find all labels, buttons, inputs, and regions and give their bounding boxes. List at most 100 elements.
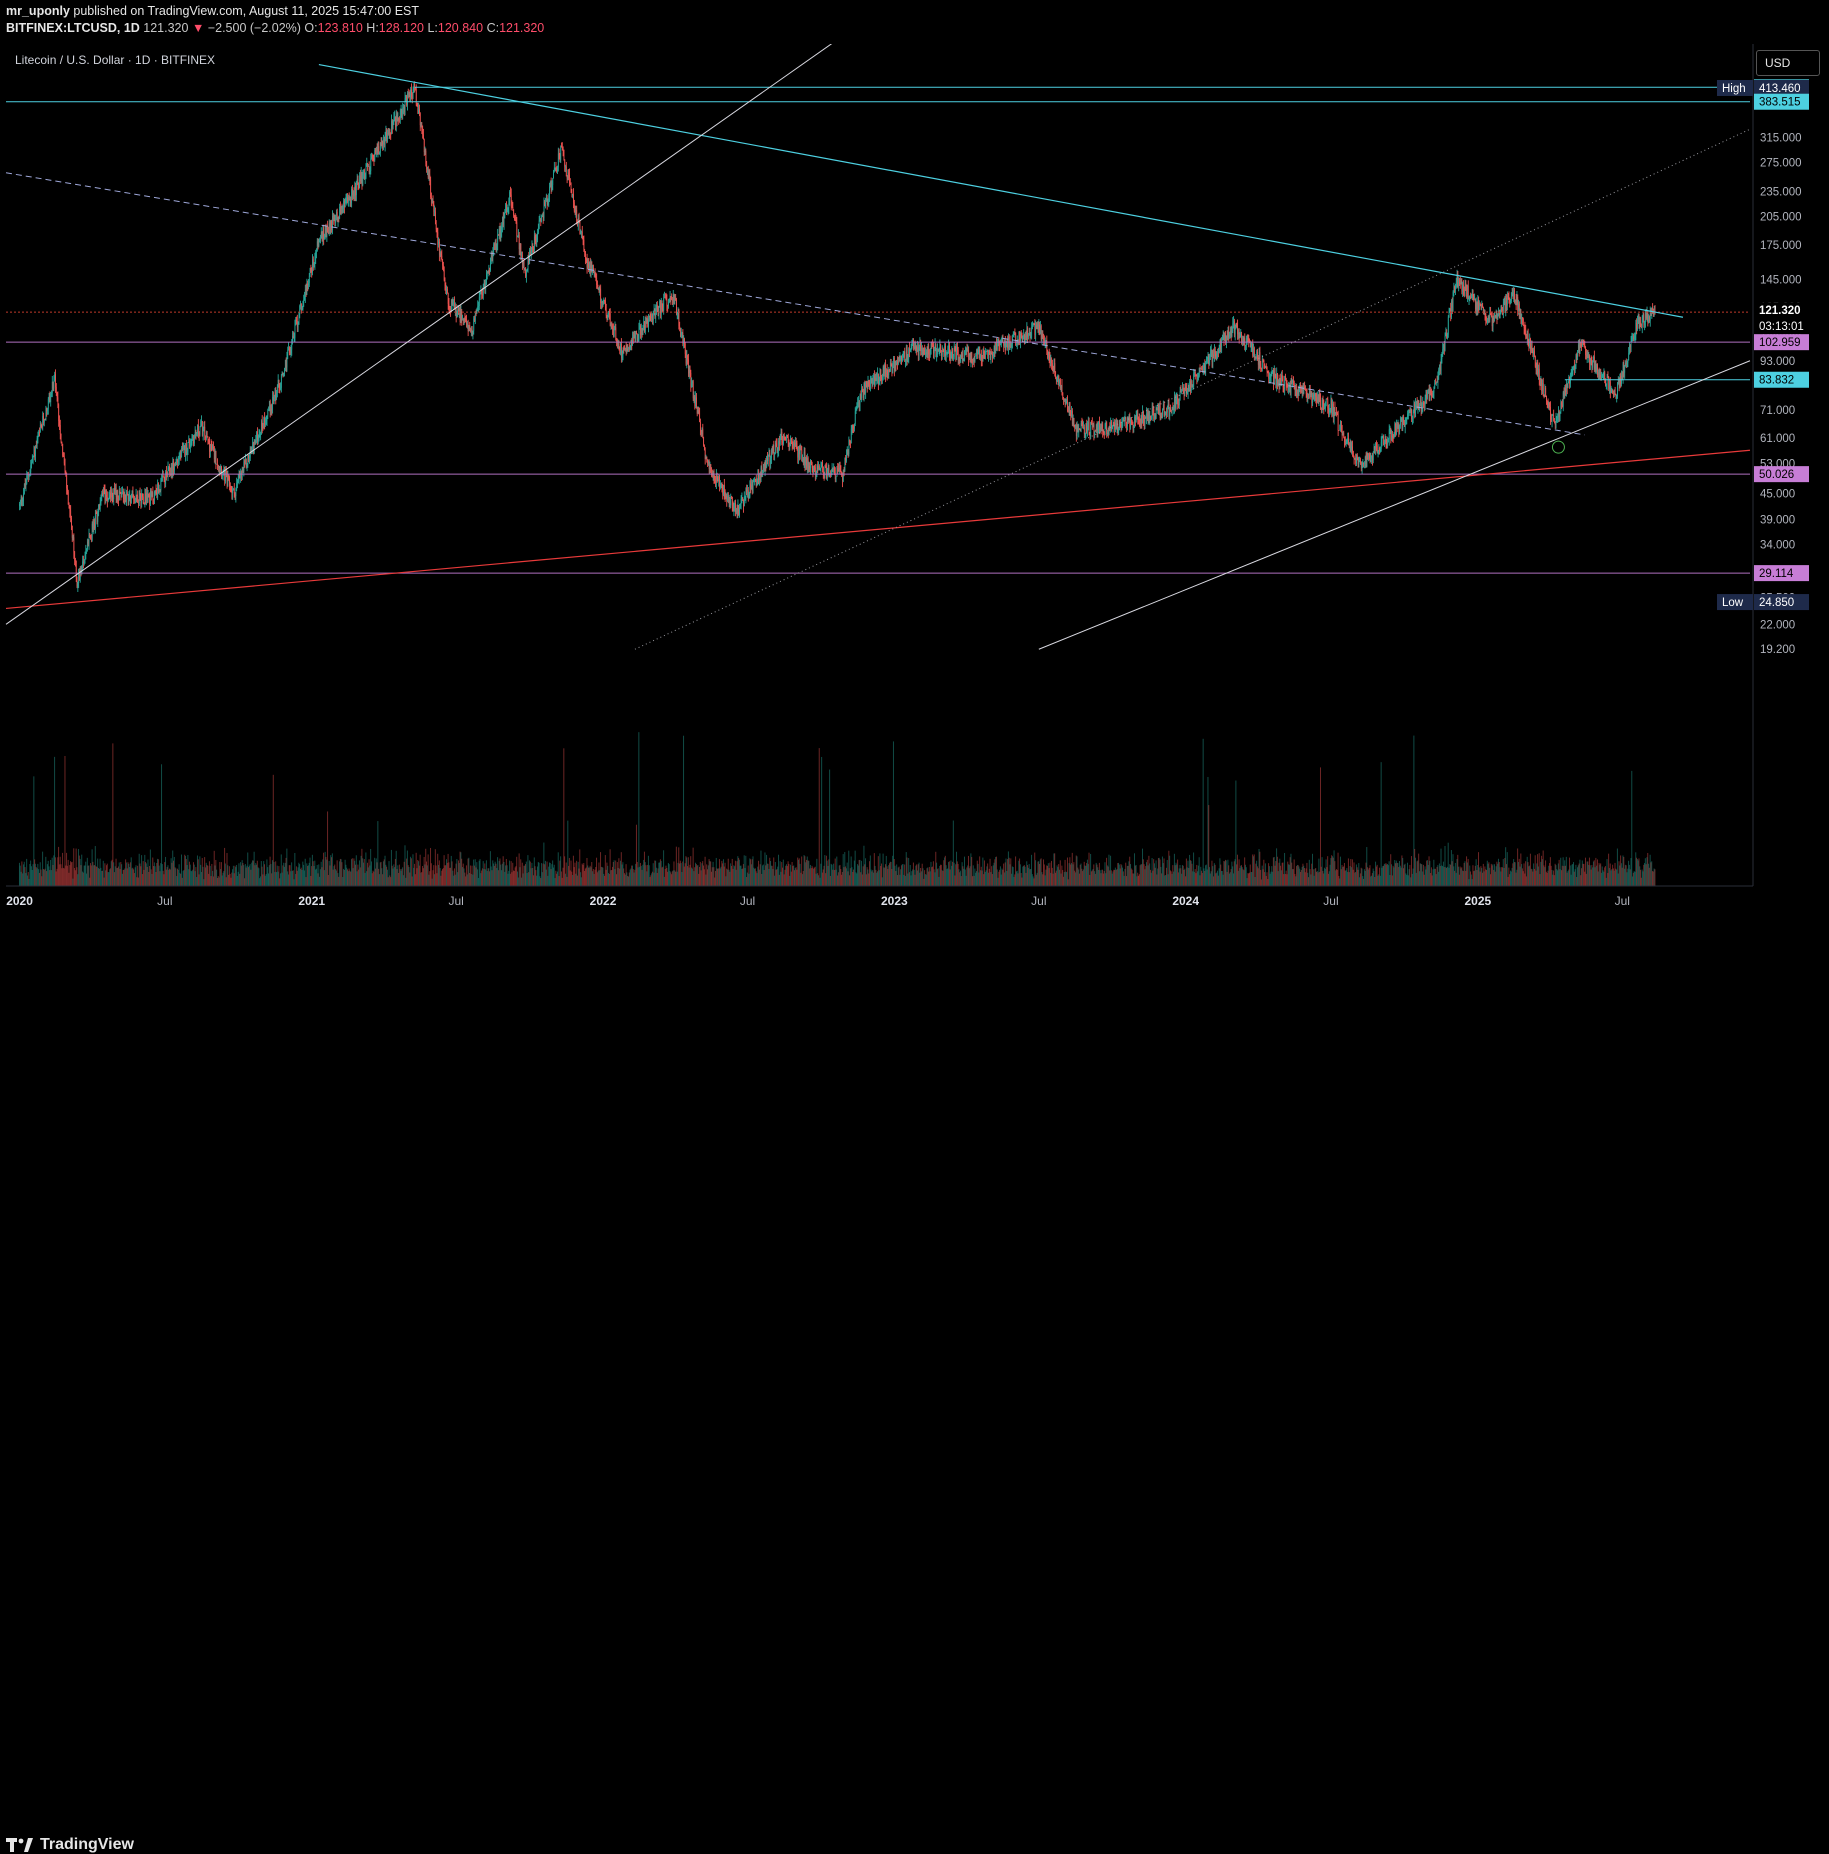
- candle-body: [1641, 327, 1642, 328]
- candle-body: [220, 466, 221, 470]
- candle-body: [377, 147, 378, 152]
- candle-body: [843, 470, 844, 481]
- candle-body: [463, 319, 464, 321]
- candle-body: [1372, 456, 1373, 461]
- candle-body: [556, 169, 557, 172]
- candle-body: [1235, 327, 1236, 334]
- candle-body: [927, 349, 928, 354]
- candle-body: [1515, 300, 1516, 303]
- candle-body: [1322, 400, 1323, 409]
- candle-body: [116, 488, 117, 497]
- candle-body: [53, 382, 54, 389]
- candle-body: [292, 336, 293, 341]
- candle-body: [92, 524, 93, 541]
- candle-body: [1011, 344, 1012, 347]
- candle-body: [1137, 414, 1138, 416]
- candle-body: [192, 439, 193, 440]
- candle-body: [1578, 345, 1579, 350]
- candle-body: [724, 485, 725, 494]
- candle-body: [967, 349, 968, 352]
- candle-body: [765, 461, 766, 468]
- candle-body: [39, 432, 40, 433]
- candle-body: [893, 358, 894, 365]
- candle-body: [1376, 443, 1377, 446]
- candle-body: [156, 493, 157, 498]
- candle-body: [779, 441, 780, 444]
- candle-body: [1513, 290, 1514, 296]
- candle-body: [442, 259, 443, 265]
- candle-body: [870, 382, 871, 389]
- candle-body: [132, 491, 133, 495]
- candle-body: [1629, 346, 1630, 354]
- candle-body: [93, 522, 94, 529]
- candle-body: [1366, 457, 1367, 467]
- candle-body: [257, 431, 258, 442]
- candle-body: [117, 496, 118, 500]
- candle-body: [1052, 363, 1053, 370]
- candle-body: [1492, 317, 1493, 326]
- candle-body: [1252, 344, 1253, 356]
- candle-body: [294, 338, 295, 339]
- candle-body: [309, 276, 310, 283]
- candle-body: [319, 241, 320, 242]
- candle-body: [1216, 354, 1217, 357]
- candle-body: [904, 352, 905, 362]
- candle-body: [379, 153, 380, 154]
- candle-body: [512, 207, 513, 208]
- candle-body: [407, 93, 408, 105]
- candle-body: [545, 198, 546, 206]
- candle-body: [920, 343, 921, 351]
- candle-body: [368, 166, 369, 167]
- candle-body: [1319, 394, 1320, 396]
- candle-body: [1222, 338, 1223, 340]
- candle-body: [1356, 455, 1357, 463]
- candle-body: [1140, 421, 1141, 425]
- candle-body: [196, 432, 197, 433]
- price-chart[interactable]: 575.000495.000315.000275.000235.000205.0…: [0, 0, 1829, 952]
- candle-body: [1101, 424, 1102, 430]
- candle-body: [1600, 375, 1601, 377]
- candle-body: [836, 477, 837, 479]
- candle-body: [764, 464, 765, 470]
- candle-body: [627, 349, 628, 350]
- candle-body: [1106, 422, 1107, 434]
- candle-body: [618, 344, 619, 345]
- candle-body: [1495, 316, 1496, 317]
- candle-body: [622, 355, 623, 358]
- candle-body: [1125, 418, 1126, 419]
- candle-body: [1295, 389, 1296, 390]
- candle-body: [155, 490, 156, 492]
- candle-body: [313, 259, 314, 264]
- candle-body: [1473, 294, 1474, 296]
- candle-body: [93, 524, 94, 530]
- candle-body: [1505, 298, 1506, 312]
- candle-body: [425, 151, 426, 164]
- candle-body: [1649, 316, 1650, 321]
- candle-body: [1014, 333, 1015, 334]
- candle-body: [352, 189, 353, 195]
- candle-body: [1542, 383, 1543, 391]
- candle-body: [378, 146, 379, 152]
- candle-body: [46, 408, 47, 411]
- candle-body: [335, 215, 336, 222]
- candle-body: [358, 184, 359, 188]
- candle-body: [419, 109, 420, 114]
- candle-body: [83, 562, 84, 564]
- candle-body: [726, 496, 727, 498]
- candle-body: [426, 164, 427, 169]
- candle-body: [67, 488, 68, 491]
- candle-body: [777, 450, 778, 451]
- candle-body: [1596, 365, 1597, 371]
- candle-body: [280, 388, 281, 389]
- candle-body: [1604, 373, 1605, 375]
- candle-body: [1633, 336, 1634, 339]
- candle-body: [962, 353, 963, 357]
- candle-body: [49, 396, 50, 399]
- candle-body: [177, 460, 178, 462]
- candle-body: [640, 326, 641, 335]
- candle-body: [473, 319, 474, 331]
- candle-body: [737, 508, 738, 513]
- candle-body: [136, 495, 137, 500]
- candle-body: [1328, 408, 1329, 412]
- candle-body: [514, 216, 515, 219]
